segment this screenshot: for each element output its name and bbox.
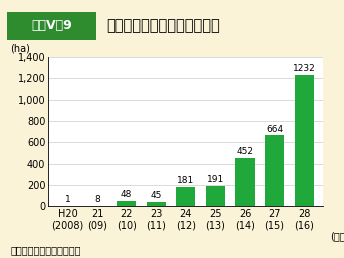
Text: 資料：林野庁業務課調べ。: 資料：林野庁業務課調べ。: [10, 245, 81, 255]
Bar: [117, 201, 136, 206]
Text: 1232: 1232: [293, 64, 315, 73]
Text: 664: 664: [266, 125, 283, 133]
Bar: [294, 75, 314, 206]
Text: 1: 1: [65, 195, 70, 204]
Text: 資料V－9: 資料V－9: [31, 19, 72, 32]
Bar: [147, 201, 166, 206]
Text: コンテナ苗の植栽面積の推移: コンテナ苗の植栽面積の推移: [107, 18, 221, 33]
Bar: [235, 158, 255, 206]
Text: 181: 181: [177, 176, 194, 185]
Text: 452: 452: [236, 147, 254, 156]
Bar: [206, 186, 225, 206]
Text: (ha): (ha): [10, 44, 30, 54]
Text: 191: 191: [207, 175, 224, 184]
Bar: [176, 187, 195, 206]
Text: (年度): (年度): [330, 231, 344, 241]
Text: 48: 48: [121, 190, 132, 199]
Text: 8: 8: [94, 195, 100, 204]
Text: 45: 45: [150, 191, 162, 200]
Bar: [265, 135, 284, 206]
